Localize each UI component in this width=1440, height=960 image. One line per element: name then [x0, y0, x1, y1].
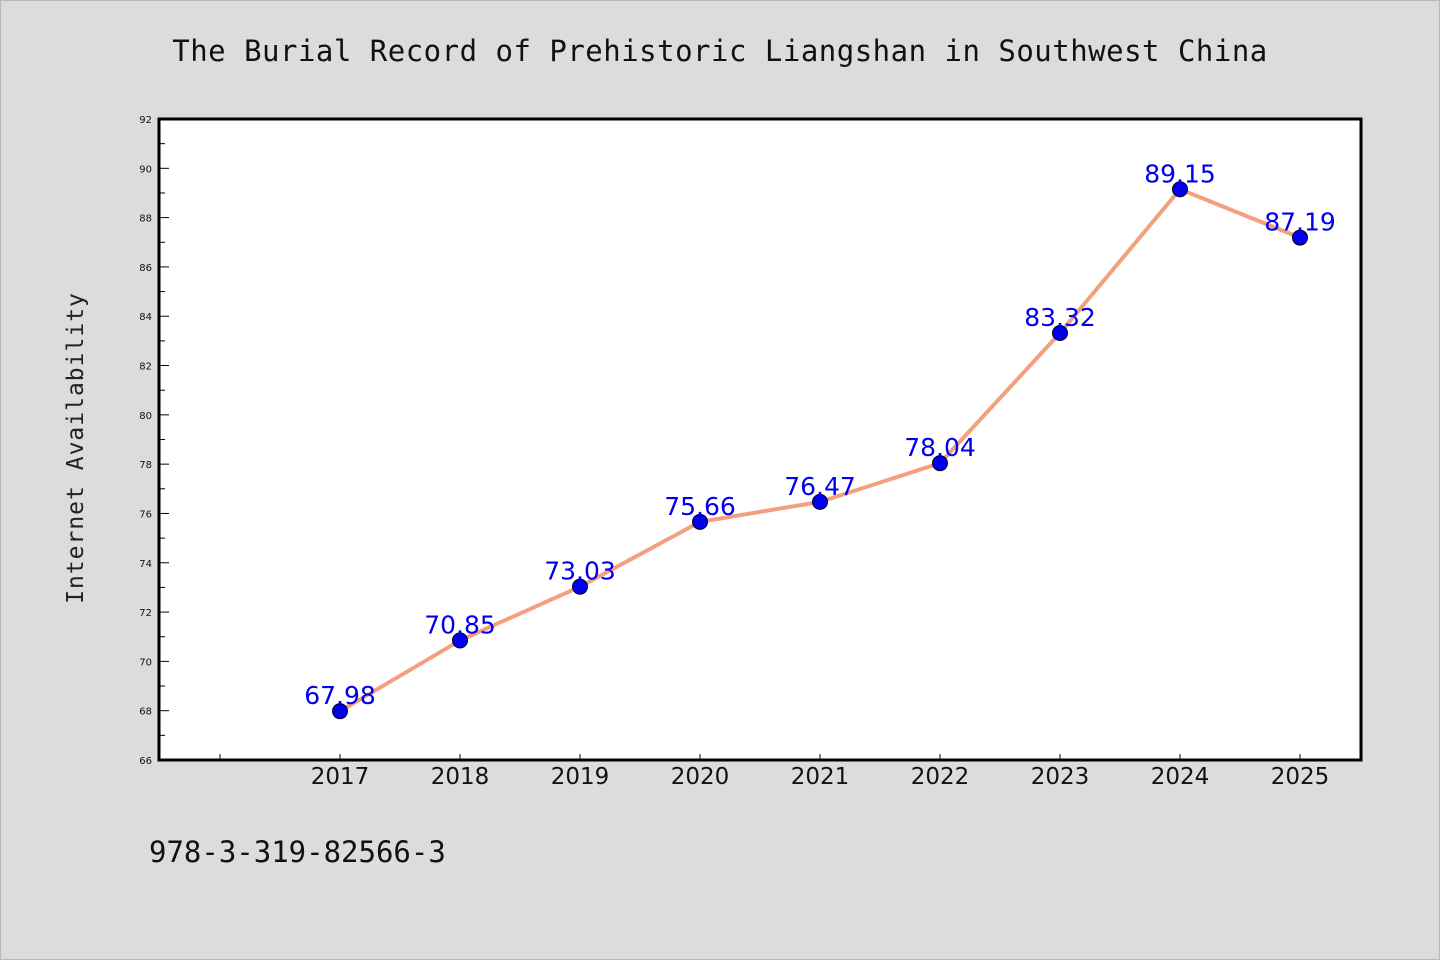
data-point	[932, 455, 948, 472]
data-label: 67.98	[304, 681, 376, 710]
data-point	[1172, 181, 1188, 198]
y-tick-label: 78	[139, 460, 152, 471]
data-label: 87.19	[1264, 208, 1336, 237]
x-tick-label: 2018	[431, 764, 490, 790]
x-tick-label: 2025	[1271, 764, 1330, 790]
y-tick-label: 80	[139, 411, 152, 422]
data-point	[1292, 229, 1308, 246]
data-label: 75.66	[664, 492, 736, 521]
y-tick-label: 84	[139, 312, 152, 323]
data-label: 73.03	[544, 557, 616, 586]
data-label: 76.47	[784, 472, 856, 501]
y-tick-label: 66	[139, 756, 152, 767]
x-tick-label: 2021	[791, 764, 850, 790]
data-point	[692, 513, 708, 530]
y-tick-label: 92	[139, 115, 152, 126]
x-tick-label: 2023	[1031, 764, 1090, 790]
data-label: 89.15	[1144, 159, 1216, 188]
y-tick-label: 82	[139, 362, 152, 373]
y-tick-label: 86	[139, 263, 152, 274]
data-point	[332, 703, 348, 720]
data-label: 70.85	[424, 610, 496, 639]
data-labels: 67.98 70.85 73.03 75.66 76.47 78.04 83.32 89.15…	[304, 159, 1336, 710]
data-point	[572, 578, 588, 595]
x-tick-label: 2020	[671, 764, 730, 790]
y-tick-label: 70	[139, 657, 152, 668]
x-tick-label: 2017	[311, 764, 370, 790]
x-axis-ticks: 2017 2018 2019 2020 2021 2022 2023 2024 2025	[219, 754, 1330, 790]
y-tick-label: 68	[139, 707, 152, 718]
x-tick-label: 2024	[1151, 764, 1210, 790]
plot-area	[159, 119, 1361, 760]
x-tick-label: 2019	[551, 764, 610, 790]
data-point	[452, 632, 468, 649]
data-points	[332, 181, 1308, 720]
data-point	[812, 493, 828, 510]
data-label: 83.32	[1024, 303, 1096, 332]
data-point	[1052, 324, 1068, 341]
plot-border	[157, 117, 1363, 762]
isbn-code: 978-3-319-82566-3	[149, 835, 446, 869]
y-tick-label: 72	[139, 608, 152, 619]
data-label: 78.04	[904, 433, 976, 462]
y-tick-label: 76	[139, 509, 152, 520]
chart-title: The Burial Record of Prehistoric Liangsh…	[172, 34, 1268, 68]
x-tick-label: 2022	[911, 764, 970, 790]
y-tick-label: 74	[139, 559, 152, 570]
y-tick-label: 90	[139, 164, 152, 175]
y-tick-label: 88	[139, 214, 152, 225]
